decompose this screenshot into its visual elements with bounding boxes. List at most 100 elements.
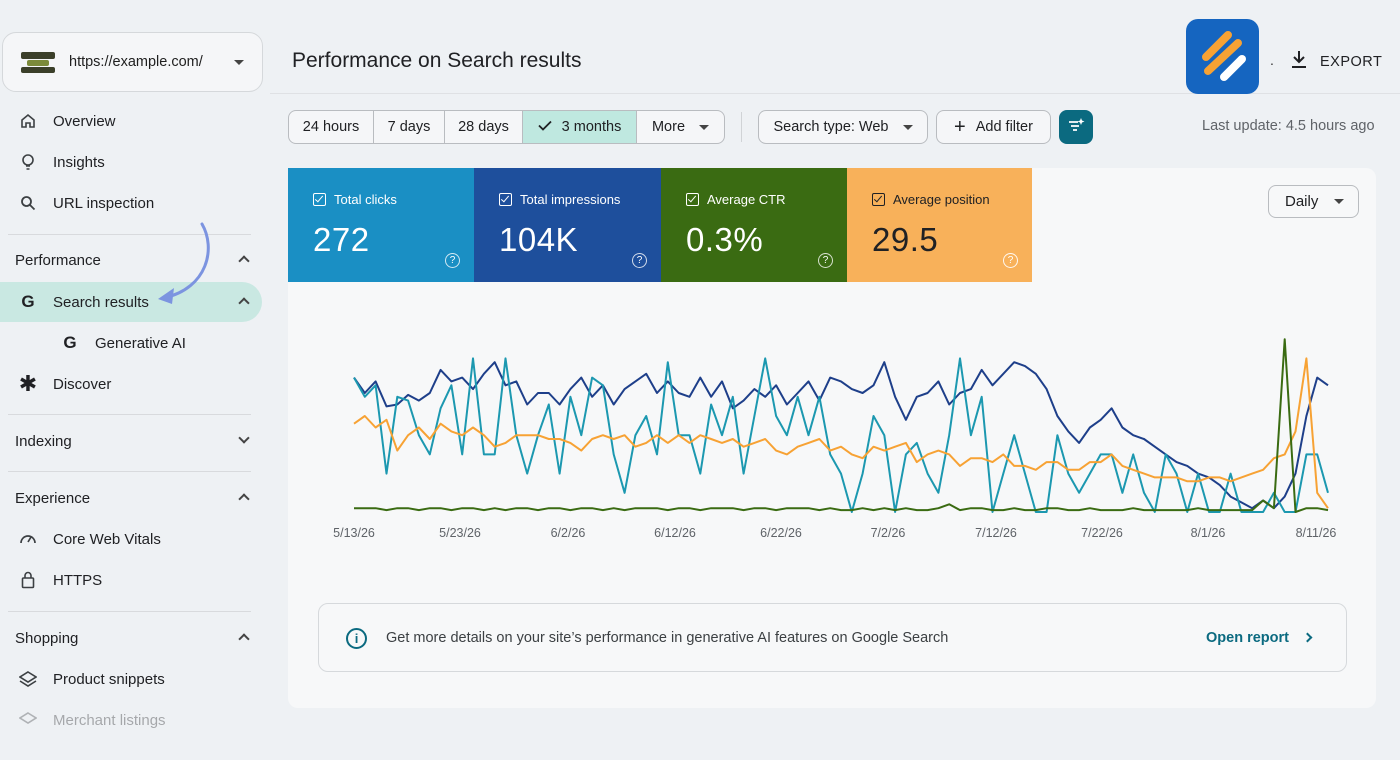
range-label: More: [651, 119, 686, 135]
checkbox-icon: [686, 193, 699, 206]
range-label: 3 months: [561, 119, 622, 135]
range-24-hours[interactable]: 24 hours: [288, 110, 374, 144]
metric-total-clicks[interactable]: Total clicks 272 ?: [288, 168, 474, 282]
layers-icon: [18, 669, 38, 689]
sidebar-item-insights[interactable]: Insights: [0, 142, 262, 182]
sidebar-item-search-results[interactable]: G Search results: [0, 282, 262, 322]
section-label: Experience: [15, 489, 91, 507]
x-tick-label: 5/13/26: [333, 526, 375, 540]
banner-text: Get more details on your site’s performa…: [386, 630, 949, 646]
x-tick-label: 6/12/26: [654, 526, 696, 540]
pointer-arrow-icon: [158, 222, 210, 304]
granularity-dropdown[interactable]: Daily: [1268, 185, 1359, 218]
metric-label: Total clicks: [334, 192, 397, 207]
x-tick-label: 7/12/26: [975, 526, 1017, 540]
home-icon: [18, 111, 38, 131]
chevron-up-icon: [238, 633, 250, 645]
chevron-down-icon: [238, 432, 250, 444]
chevron-down-icon: [902, 124, 913, 130]
sidebar-item-label: Overview: [53, 112, 116, 130]
help-icon[interactable]: ?: [818, 253, 833, 268]
section-label: Shopping: [15, 629, 79, 647]
sidebar-item-label: Discover: [53, 375, 112, 393]
sidebar-divider: [8, 414, 251, 415]
section-shopping[interactable]: Shopping: [0, 618, 262, 658]
chevron-right-icon: [1302, 632, 1313, 643]
sidebar-item-core-web-vitals[interactable]: Core Web Vitals: [0, 519, 262, 559]
metric-total-impressions[interactable]: Total impressions 104K ?: [474, 168, 661, 282]
header-divider: [270, 93, 1400, 94]
property-url: https://example.com/: [69, 54, 203, 70]
help-icon[interactable]: ?: [1003, 253, 1018, 268]
sidebar: https://example.com/ Overview Insights U…: [0, 0, 270, 760]
sidebar-item-https[interactable]: HTTPS: [0, 560, 262, 600]
sidebar-item-discover[interactable]: ✱ Discover: [0, 364, 262, 404]
page-title: Performance on Search results: [292, 49, 582, 72]
add-filter-button[interactable]: + Add filter: [936, 110, 1051, 144]
checkbox-icon: [872, 193, 885, 206]
metric-label: Average CTR: [707, 192, 786, 207]
metric-average-position[interactable]: Average position 29.5 ?: [847, 168, 1032, 282]
help-icon[interactable]: ?: [445, 253, 460, 268]
sidebar-item-url-inspection[interactable]: URL inspection: [0, 183, 262, 223]
search-icon: [18, 193, 38, 213]
search-type-dropdown[interactable]: Search type: Web: [758, 110, 928, 144]
sidebar-item-label: Merchant listings: [53, 711, 166, 729]
granularity-label: Daily: [1285, 193, 1319, 210]
x-tick-label: 6/22/26: [760, 526, 802, 540]
range-7-days[interactable]: 7 days: [373, 110, 445, 144]
sidebar-item-product-snippets[interactable]: Product snippets: [0, 659, 262, 699]
google-g-icon: G: [21, 292, 35, 311]
series-line-average-position: [353, 357, 1329, 509]
sidebar-divider: [8, 611, 251, 612]
metric-value: 104K: [499, 221, 579, 258]
check-icon: [538, 119, 552, 135]
brand-logo: [1186, 19, 1259, 94]
sidebar-item-label: Search results: [53, 293, 149, 311]
property-selector[interactable]: https://example.com/: [2, 32, 263, 92]
range-28-days[interactable]: 28 days: [444, 110, 523, 144]
chevron-up-icon: [238, 493, 250, 505]
sidebar-item-merchant-listings[interactable]: Merchant listings: [0, 700, 262, 740]
sidebar-item-label: URL inspection: [53, 194, 155, 212]
google-g-icon: G: [63, 333, 77, 352]
layers-icon: [18, 710, 38, 730]
performance-chart: 5/13/26 5/23/26 6/2/26 6/12/26 6/22/26 7/2/26…: [333, 338, 1336, 540]
download-icon: [1290, 50, 1308, 73]
add-filter-label: Add filter: [975, 119, 1033, 135]
section-label: Performance: [15, 251, 101, 269]
section-experience[interactable]: Experience: [0, 478, 262, 518]
open-report-link[interactable]: Open report: [1206, 630, 1289, 646]
section-performance[interactable]: Performance: [0, 240, 262, 280]
section-indexing[interactable]: Indexing: [0, 421, 262, 461]
chevron-down-icon: [234, 59, 244, 65]
range-label: 24 hours: [302, 119, 360, 135]
page-footer-strip: [0, 732, 1400, 760]
asterisk-icon: ✱: [18, 371, 38, 396]
range-more[interactable]: More: [636, 110, 725, 144]
checkbox-icon: [499, 193, 512, 206]
x-tick-label: 7/22/26: [1081, 526, 1123, 540]
metric-value: 272: [313, 221, 370, 258]
filter-sparkle-icon: [1067, 117, 1085, 138]
range-label: 7 days: [387, 119, 431, 135]
export-label: EXPORT: [1320, 53, 1383, 70]
help-icon[interactable]: ?: [632, 253, 647, 268]
sidebar-item-label: HTTPS: [53, 571, 103, 589]
export-button[interactable]: EXPORT: [1290, 50, 1382, 73]
filter-sparkle-button[interactable]: [1059, 110, 1093, 144]
sidebar-item-overview[interactable]: Overview: [0, 101, 262, 141]
chevron-up-icon: [238, 255, 250, 267]
sidebar-item-generative-ai[interactable]: G Generative AI: [0, 323, 262, 363]
x-tick-label: 7/2/26: [871, 526, 906, 540]
range-3-months[interactable]: 3 months: [522, 110, 637, 144]
lightbulb-icon: [18, 152, 38, 172]
header-separator: .: [1270, 52, 1274, 68]
chevron-up-icon: [238, 297, 250, 309]
range-label: 28 days: [458, 119, 509, 135]
search-console-logo: [21, 50, 55, 74]
sidebar-divider: [8, 234, 251, 235]
series-line-total-impressions: [353, 361, 1329, 510]
metric-average-ctr[interactable]: Average CTR 0.3% ?: [661, 168, 847, 282]
chevron-down-icon: [699, 124, 710, 130]
